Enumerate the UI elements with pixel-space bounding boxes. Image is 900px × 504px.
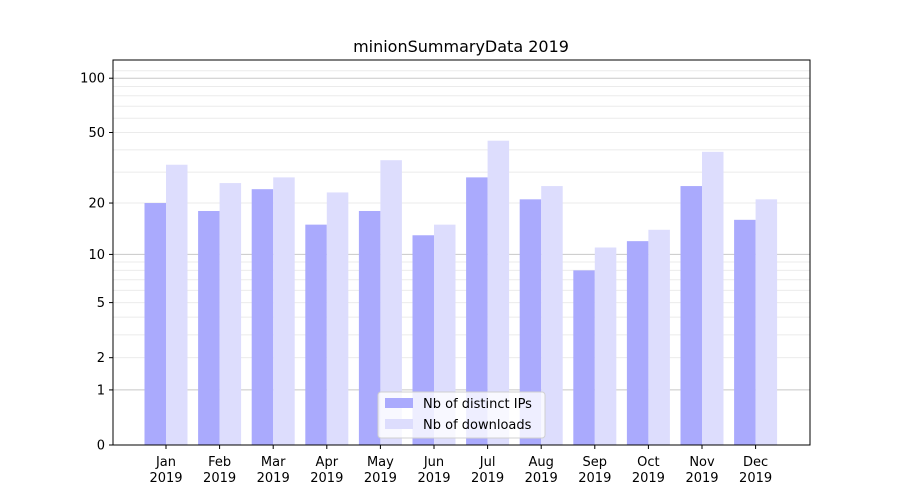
bar-distinct-ips-sep xyxy=(573,270,595,445)
legend-label: Nb of distinct IPs xyxy=(423,397,532,412)
y-tick-label: 0 xyxy=(97,439,105,454)
x-tick-label: Oct 2019 xyxy=(632,455,665,486)
x-tick-label: Nov 2019 xyxy=(685,455,718,486)
bar-downloads-aug xyxy=(541,186,563,445)
x-tick-label: Sep 2019 xyxy=(578,455,611,486)
x-tick-label: Mar 2019 xyxy=(257,455,290,486)
bar-distinct-ips-mar xyxy=(251,189,274,445)
bar-distinct-ips-aug xyxy=(519,199,542,445)
x-tick-label: Dec 2019 xyxy=(739,455,772,486)
x-tick-label: Apr 2019 xyxy=(310,455,343,486)
bar-distinct-ips-nov xyxy=(680,186,702,445)
legend-swatch xyxy=(385,419,413,429)
y-tick-label: 20 xyxy=(88,197,105,212)
y-tick-label: 2 xyxy=(97,351,105,366)
legend-swatch xyxy=(385,398,413,408)
bar-distinct-ips-dec xyxy=(734,219,756,445)
legend: Nb of distinct IPs Nb of downloads xyxy=(377,391,546,439)
bar-distinct-ips-may xyxy=(358,210,381,445)
x-tick-label: Jun 2019 xyxy=(417,455,450,486)
chart-title: minionSummaryData 2019 xyxy=(353,37,569,56)
bar-downloads-dec xyxy=(755,199,778,445)
legend-label: Nb of downloads xyxy=(423,418,532,433)
bar-downloads-oct xyxy=(648,229,670,445)
bar-downloads-jan xyxy=(166,164,188,445)
x-tick-label: Aug 2019 xyxy=(525,455,558,486)
y-tick-label: 5 xyxy=(97,296,105,311)
bar-downloads-mar xyxy=(273,177,295,445)
bar-downloads-jul xyxy=(487,140,510,445)
bar-distinct-ips-feb xyxy=(198,210,220,445)
y-tick-label: 10 xyxy=(88,248,105,263)
legend-box xyxy=(377,391,546,439)
bar-downloads-nov xyxy=(702,151,724,445)
bar-distinct-ips-jan xyxy=(144,203,166,445)
bar-downloads-sep xyxy=(594,247,617,445)
x-tick-label: Jan 2019 xyxy=(149,455,182,486)
bar-distinct-ips-jul xyxy=(466,177,488,445)
x-tick-label: Feb 2019 xyxy=(203,455,236,486)
y-tick-label: 100 xyxy=(80,72,105,87)
y-tick-label: 1 xyxy=(97,383,105,398)
bar-downloads-feb xyxy=(219,183,242,445)
plot-frame xyxy=(112,59,811,446)
bar-distinct-ips-apr xyxy=(305,224,327,445)
bar-distinct-ips-oct xyxy=(626,241,649,445)
bar-downloads-may xyxy=(380,160,402,445)
bar-downloads-jun xyxy=(434,224,456,445)
bar-downloads-apr xyxy=(326,192,349,445)
x-tick-label: May 2019 xyxy=(364,455,397,486)
y-tick-label: 50 xyxy=(88,126,105,141)
x-tick-label: Jul 2019 xyxy=(471,455,504,486)
